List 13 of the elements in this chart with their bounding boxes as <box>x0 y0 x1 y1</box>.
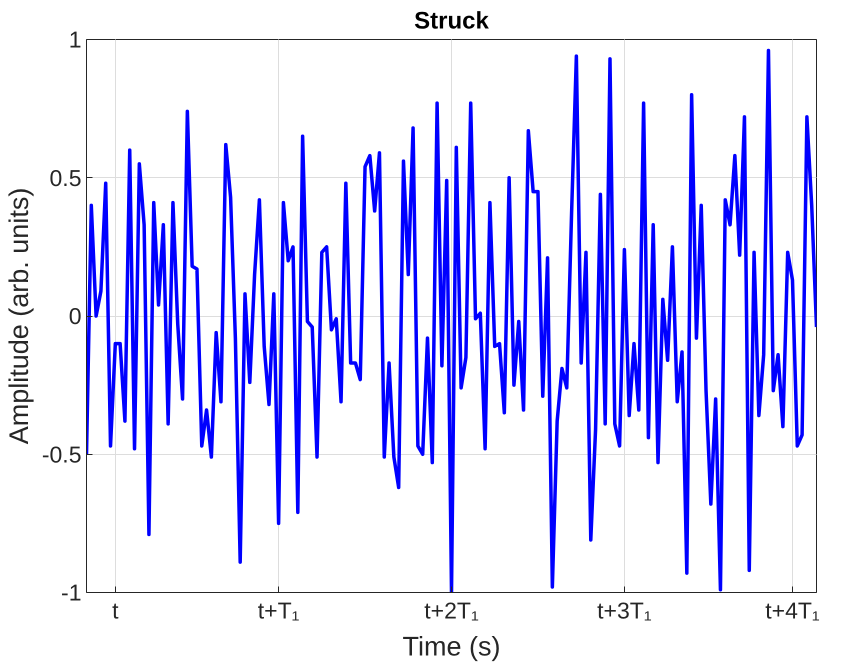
x-axis-title: Time (s) <box>402 632 500 662</box>
x-tick-label: t+4T₁ <box>765 598 820 624</box>
y-tick-label: -0.5 <box>42 441 82 468</box>
y-tick-label: -1 <box>61 580 82 606</box>
x-tick-label: t <box>112 598 120 624</box>
chart-title: Struck <box>414 8 490 34</box>
y-tick-label: 0.5 <box>50 164 82 191</box>
y-tick-label: 1 <box>68 26 82 52</box>
x-tick-label: t+2T₁ <box>424 598 479 624</box>
y-axis-title: Amplitude (arb. units) <box>4 188 34 444</box>
x-tick-label: t+3T₁ <box>597 598 652 624</box>
x-tick-label: t+T₁ <box>258 598 300 624</box>
y-tick-label: 0 <box>68 303 82 329</box>
